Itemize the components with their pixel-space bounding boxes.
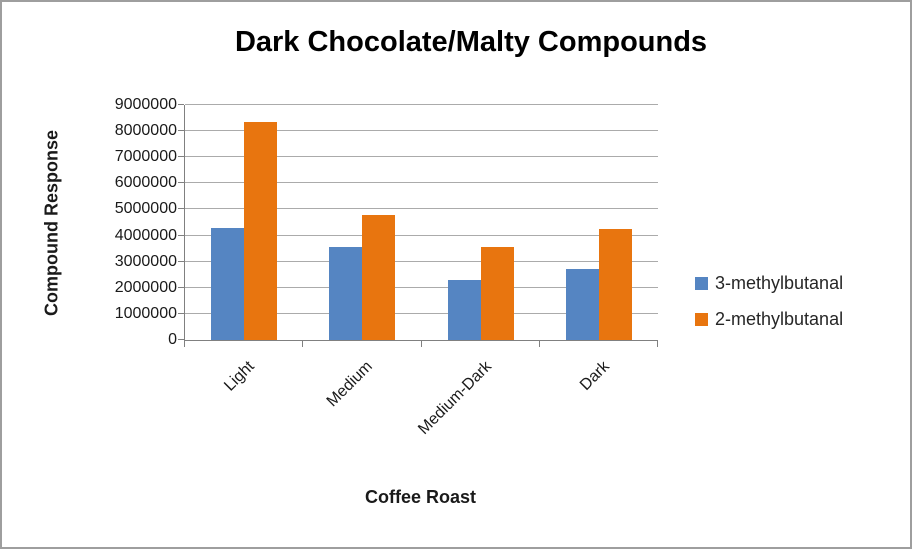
y-axis-tick — [178, 208, 184, 210]
y-tick-label: 6000000 — [114, 174, 177, 192]
gridline — [185, 156, 658, 158]
bar-3-methylbutanal-Light — [211, 228, 245, 340]
bar-3-methylbutanal-Medium-Dark — [447, 280, 481, 340]
y-tick-label: 1000000 — [114, 304, 177, 322]
gridline — [185, 208, 658, 210]
y-axis-tick — [178, 312, 184, 314]
gridline — [185, 260, 658, 262]
x-tick-label: Medium — [324, 358, 377, 411]
legend-swatch-icon — [695, 313, 708, 326]
legend-item-3-methylbutanal: 3-methylbutanal — [695, 273, 843, 294]
x-axis-tick — [538, 341, 540, 347]
y-axis-tick — [178, 182, 184, 184]
y-tick-label: 8000000 — [114, 122, 177, 140]
y-axis-tick — [178, 339, 184, 340]
bar-2-methylbutanal-Medium — [362, 215, 396, 340]
y-axis-tick — [178, 104, 184, 105]
bar-3-methylbutanal-Dark — [565, 269, 599, 340]
legend-swatch-icon — [695, 277, 708, 290]
bar-3-methylbutanal-Medium — [329, 247, 363, 340]
gridline — [185, 104, 658, 105]
x-axis-tick — [302, 341, 304, 347]
y-tick-label: 7000000 — [114, 148, 177, 166]
y-tick-label: 9000000 — [114, 96, 177, 113]
y-axis-tick — [178, 234, 184, 236]
gridline — [185, 130, 658, 132]
x-tick-label: Medium-Dark — [414, 358, 495, 438]
y-axis-title: Compound Response — [41, 130, 62, 317]
x-axis-title: Coffee Roast — [364, 487, 476, 507]
y-tick-label: 4000000 — [114, 226, 177, 244]
gridline — [185, 182, 658, 184]
y-tick-label: 2000000 — [114, 278, 177, 296]
x-axis-tick — [420, 341, 422, 347]
y-tick-label: 5000000 — [114, 200, 177, 218]
legend-label: 3-methylbutanal — [715, 273, 844, 293]
y-axis-tick — [178, 156, 184, 158]
y-axis-tick — [178, 286, 184, 288]
x-tick-label: Light — [221, 358, 259, 395]
y-tick-label: 3000000 — [114, 252, 177, 270]
bar-2-methylbutanal-Medium-Dark — [480, 247, 514, 340]
y-axis-tick — [178, 260, 184, 262]
plot-area — [184, 104, 658, 341]
legend: 3-methylbutanal 2-methylbutanal — [695, 273, 843, 330]
legend-item-2-methylbutanal: 2-methylbutanal — [695, 309, 843, 330]
legend-label: 2-methylbutanal — [715, 309, 844, 329]
gridline — [185, 286, 658, 288]
bar-2-methylbutanal-Light — [244, 122, 278, 340]
chart-title: Dark Chocolate/Malty Compounds — [234, 26, 708, 58]
y-axis-tick — [178, 130, 184, 132]
x-axis-tick — [657, 341, 658, 347]
bar-2-methylbutanal-Dark — [598, 229, 632, 340]
y-tick-label: 0 — [168, 331, 177, 348]
x-tick-label: Dark — [576, 358, 613, 394]
x-axis-tick — [184, 341, 185, 347]
gridline — [185, 312, 658, 314]
gridline — [185, 234, 658, 236]
